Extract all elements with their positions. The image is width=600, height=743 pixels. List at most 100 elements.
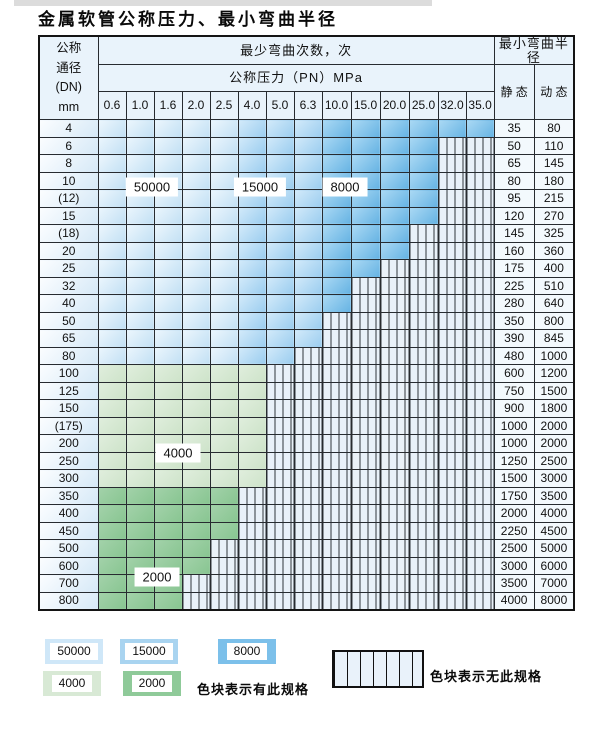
static-value-cell: 2000 (493, 504, 535, 523)
pressure-cell-available (97, 364, 127, 383)
dynamic-value-cell: 1800 (533, 399, 575, 418)
dn-cell: 500 (38, 539, 99, 558)
pressure-cell-available (321, 276, 352, 296)
pressure-cell-unavailable (408, 469, 439, 488)
pressure-cell-unavailable (437, 504, 467, 523)
pressure-cell-unavailable (293, 416, 323, 436)
pressure-cell-unavailable (265, 539, 295, 558)
pressure-cell-available (97, 154, 127, 173)
pressure-cell-available (237, 381, 267, 401)
pressure-cell-unavailable (237, 556, 267, 576)
pressure-col-header: 20.0 (379, 91, 410, 121)
pressure-cell-unavailable (408, 539, 439, 558)
pressure-col-header: 1.6 (153, 91, 183, 121)
pressure-cell-unavailable (321, 311, 352, 331)
dn-cell: 200 (38, 434, 99, 453)
pressure-cell-available (153, 241, 183, 261)
pressure-cell-available (265, 154, 295, 173)
pressure-cell-available (293, 259, 323, 278)
pressure-cell-available (125, 451, 155, 471)
pressure-cell-available (237, 294, 267, 313)
pressure-cell-available (153, 399, 183, 418)
table-row: 600 3000 6000 (38, 556, 575, 576)
pressure-cell-available (97, 224, 127, 243)
pressure-cell-unavailable (465, 136, 495, 156)
pressure-cell-unavailable (350, 364, 381, 383)
dn-cell: 8 (38, 154, 99, 173)
table-row: 25 175 400 (38, 259, 575, 278)
pressure-cell-available (125, 154, 155, 173)
pressure-cell-available (153, 119, 183, 138)
pressure-cell-available (209, 486, 239, 506)
pressure-cell-available (293, 171, 323, 191)
pressure-cell-unavailable (408, 381, 439, 401)
pressure-cell-available (125, 311, 155, 331)
pressure-cell-unavailable (437, 311, 467, 331)
dn-cell: 300 (38, 469, 99, 488)
spec-table-wrapper: 公称 通径 (DN) mm 最少弯曲次数，次 最小弯曲半径 公称压力（PN）MPa 静… (38, 35, 576, 611)
pressure-cell-available (181, 259, 211, 278)
table-row: 500 2500 5000 (38, 539, 575, 558)
pressure-cell-available (97, 119, 127, 138)
pressure-cell-unavailable (350, 451, 381, 471)
static-value-cell: 2250 (493, 521, 535, 541)
pressure-cell-available (181, 521, 211, 541)
dynamic-value-cell: 215 (533, 189, 575, 208)
pressure-cell-available (237, 451, 267, 471)
pressure-cell-available (181, 364, 211, 383)
dn-cell: 32 (38, 276, 99, 296)
pressure-cell-unavailable (465, 329, 495, 348)
pressure-cell-unavailable (465, 346, 495, 366)
pressure-cell-unavailable (379, 434, 410, 453)
pressure-cell-unavailable (408, 224, 439, 243)
pressure-cell-available (379, 171, 410, 191)
pressure-cell-available (265, 136, 295, 156)
dynamic-value-cell: 3000 (533, 469, 575, 488)
pressure-cell-available (125, 241, 155, 261)
dynamic-value-cell: 180 (533, 171, 575, 191)
pressure-cell-available (181, 189, 211, 208)
pressure-cell-available (209, 521, 239, 541)
pressure-cell-unavailable (350, 469, 381, 488)
pressure-cell-available (153, 364, 183, 383)
pressure-cell-available (153, 486, 183, 506)
pressure-cell-unavailable (465, 574, 495, 593)
dynamic-value-cell: 4500 (533, 521, 575, 541)
pressure-cell-unavailable (465, 434, 495, 453)
pressure-cell-unavailable (321, 591, 352, 611)
pressure-cell-unavailable (265, 416, 295, 436)
pressure-cell-unavailable (237, 591, 267, 611)
pressure-cell-available (153, 329, 183, 348)
pressure-cell-available (97, 539, 127, 558)
pressure-cell-unavailable (437, 469, 467, 488)
pressure-cell-available (125, 521, 155, 541)
dn-cell: (12) (38, 189, 99, 208)
pressure-cell-unavailable (465, 224, 495, 243)
static-value-cell: 50 (493, 136, 535, 156)
pressure-cell-unavailable (465, 469, 495, 488)
pressure-col-header: 25.0 (408, 91, 439, 121)
pressure-cell-available (265, 329, 295, 348)
pressure-cell-available (97, 346, 127, 366)
pressure-cell-available (237, 136, 267, 156)
pressure-cell-available (379, 154, 410, 173)
pressure-cell-available (97, 276, 127, 296)
pressure-cell-unavailable (350, 311, 381, 331)
pressure-cell-available (209, 364, 239, 383)
pressure-cell-unavailable (181, 574, 211, 593)
pressure-cell-available (293, 136, 323, 156)
pressure-cell-available (408, 206, 439, 226)
pressure-cell-available (237, 119, 267, 138)
pressure-cell-unavailable (265, 381, 295, 401)
pressure-cell-available (237, 399, 267, 418)
pressure-cell-unavailable (408, 416, 439, 436)
table-row: 150 900 1800 (38, 399, 575, 418)
dn-cell: 800 (38, 591, 99, 611)
pressure-cell-available (265, 119, 295, 138)
dynamic-value-cell: 270 (533, 206, 575, 226)
pressure-col-header: 15.0 (350, 91, 381, 121)
dn-cell: 350 (38, 486, 99, 506)
dn-cell: (175) (38, 416, 99, 436)
dynamic-value-cell: 4000 (533, 504, 575, 523)
pressure-cell-unavailable (265, 504, 295, 523)
